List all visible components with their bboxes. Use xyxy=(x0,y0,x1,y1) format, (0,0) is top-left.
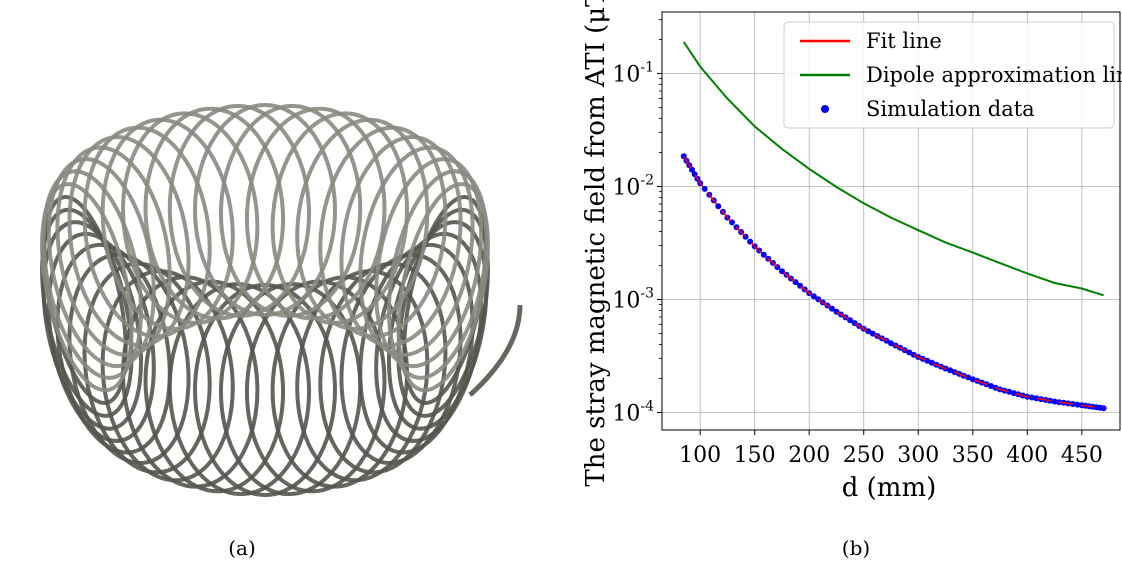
coil-loop xyxy=(167,103,312,318)
coil-loop xyxy=(339,252,463,465)
coil-loop xyxy=(386,169,489,380)
simulation-data-point xyxy=(928,359,935,366)
y-ticks: 10-4 10-3 10-2 10-1 xyxy=(612,19,662,426)
caption-a: (a) xyxy=(228,536,256,560)
y-tick-label: 10-3 xyxy=(612,285,654,313)
x-ticks: 100 150 200 250 300 350 400 450 xyxy=(679,430,1103,468)
legend-swatch xyxy=(821,105,829,113)
coil-loop xyxy=(143,106,286,321)
simulation-data-point xyxy=(1028,394,1035,401)
coil-loop xyxy=(374,157,484,369)
x-tick-label: 300 xyxy=(897,443,939,468)
legend-label: Fit line xyxy=(866,29,942,53)
coil-loop xyxy=(121,111,260,325)
legend-label: Simulation data xyxy=(866,97,1035,121)
simulation-data-point xyxy=(988,383,994,389)
coil-loop xyxy=(218,103,363,318)
coil-loop xyxy=(193,103,337,317)
simulation-data-point xyxy=(947,367,954,374)
simulation-data-point xyxy=(969,376,976,383)
caption-b: (b) xyxy=(841,536,871,560)
coil-loop xyxy=(396,182,490,393)
x-tick-label: 250 xyxy=(843,443,885,468)
coil-loop xyxy=(295,269,430,483)
coil-loop xyxy=(100,117,235,331)
simulation-data-point xyxy=(715,203,722,210)
legend: Fit line Dipole approximation line Simulat… xyxy=(783,21,1122,129)
plot-frame xyxy=(661,11,1121,431)
coil-loop xyxy=(244,106,387,321)
x-tick-label: 350 xyxy=(952,443,994,468)
x-tick-label: 100 xyxy=(679,443,721,468)
x-tick-label: 450 xyxy=(1061,443,1103,468)
coil-lead-wire xyxy=(468,304,523,397)
simulation-data-point xyxy=(888,340,894,347)
simulation-data-point xyxy=(965,374,972,381)
series-layer xyxy=(680,41,1107,412)
x-axis-label: d (mm) xyxy=(842,473,937,503)
simulation-data-point xyxy=(1033,395,1040,402)
simulation-data-point xyxy=(810,293,817,300)
simulation-data-point xyxy=(1051,398,1058,405)
simulation-data-point xyxy=(1056,399,1063,406)
simulation-data-point xyxy=(701,185,708,192)
coil-loop xyxy=(40,207,134,418)
coil-loop xyxy=(218,282,363,497)
simulation-data-point xyxy=(1010,390,1017,397)
legend-box xyxy=(783,21,1115,129)
x-tick-label: 150 xyxy=(734,443,776,468)
coil-loop xyxy=(41,169,144,380)
y-tick-label: 10-2 xyxy=(612,172,654,200)
x-tick-label: 200 xyxy=(788,443,830,468)
toroidal-coil-illustration xyxy=(40,103,523,497)
series-line-fit xyxy=(683,155,1104,410)
legend-label: Dipole approximation line xyxy=(866,63,1122,87)
series-line-dipole xyxy=(682,41,1104,297)
simulation-data-point xyxy=(1006,388,1013,395)
coil-loop xyxy=(100,269,235,483)
coil-windings xyxy=(40,103,523,497)
y-axis-label: The stray magnetic field from ATI (μT) xyxy=(581,0,611,487)
simulation-data-point xyxy=(924,357,931,364)
x-tick-label: 400 xyxy=(1006,443,1048,468)
coil-loop xyxy=(358,242,475,455)
simulation-data-point xyxy=(1074,401,1081,408)
y-tick-label: 10-1 xyxy=(612,59,654,87)
y-tick-label: 10-4 xyxy=(612,398,654,426)
coil-loop xyxy=(55,242,172,455)
simulation-data-point xyxy=(760,251,767,258)
coil-loop xyxy=(41,220,144,431)
simulation-data-point xyxy=(906,349,913,356)
simulation-data-point xyxy=(828,305,835,312)
coil-loop xyxy=(358,145,475,358)
